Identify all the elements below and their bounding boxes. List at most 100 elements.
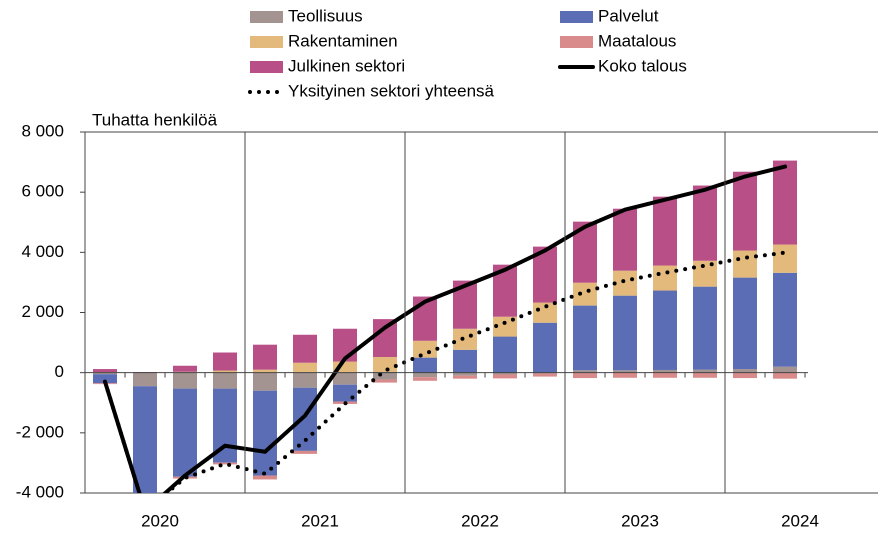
bar-segment bbox=[173, 372, 197, 389]
legend-label: Palvelut bbox=[598, 6, 659, 25]
bar-segment bbox=[453, 349, 477, 373]
bar-segment bbox=[173, 365, 197, 372]
bar-segment bbox=[373, 372, 397, 380]
legend-swatch bbox=[250, 36, 283, 48]
y-tick-label: -4 000 bbox=[16, 482, 64, 501]
y-tick-label: -2 000 bbox=[16, 422, 64, 441]
bar-segment bbox=[453, 372, 477, 376]
bar-segment bbox=[373, 319, 397, 358]
bar-segment bbox=[693, 286, 717, 370]
y-tick-label: 6 000 bbox=[21, 182, 64, 201]
bar-segment bbox=[333, 361, 357, 373]
x-tick-label: 2023 bbox=[621, 511, 659, 530]
bar-segment bbox=[213, 372, 237, 389]
line-series bbox=[103, 164, 787, 493]
y-tick-label: 0 bbox=[55, 362, 64, 381]
legend-label: Koko talous bbox=[598, 56, 687, 75]
bar-segment bbox=[413, 377, 437, 381]
legend-swatch bbox=[560, 36, 593, 48]
y-tick-label: 2 000 bbox=[21, 302, 64, 321]
bar-segment bbox=[533, 322, 557, 373]
bar-segment bbox=[773, 272, 797, 367]
bar-segment bbox=[613, 270, 637, 296]
bar-segment bbox=[733, 372, 757, 379]
bar-segment bbox=[773, 372, 797, 379]
bar-segment bbox=[733, 277, 757, 370]
plot-frame bbox=[84, 131, 878, 494]
bar-segment bbox=[613, 372, 637, 378]
bar-segment bbox=[213, 462, 237, 465]
line-series bbox=[103, 250, 787, 493]
bar-segment bbox=[773, 366, 797, 373]
bar-segment bbox=[653, 265, 677, 291]
y-tick-label: 8 000 bbox=[21, 121, 64, 140]
bar-segment bbox=[533, 302, 557, 323]
bar-segment bbox=[293, 334, 317, 363]
legend-label: Yksityinen sektori yhteensä bbox=[288, 81, 495, 100]
bar-segment bbox=[733, 369, 757, 373]
bar-segment bbox=[573, 372, 597, 379]
bar-segment bbox=[573, 282, 597, 306]
bar-segment bbox=[253, 475, 277, 480]
bar-segment bbox=[213, 352, 237, 371]
bar-segment bbox=[573, 305, 597, 371]
legend-label: Rakentaminen bbox=[288, 31, 398, 50]
legend-swatch bbox=[560, 11, 593, 23]
bar-segment bbox=[693, 369, 717, 373]
bar-segment bbox=[733, 171, 757, 251]
bar-segment bbox=[653, 196, 677, 266]
bar-segment bbox=[693, 185, 717, 261]
bar-segment bbox=[733, 250, 757, 278]
bar-segment bbox=[293, 372, 317, 388]
bar-segment bbox=[653, 290, 677, 370]
bar-segment bbox=[293, 362, 317, 373]
bar-segment bbox=[253, 344, 277, 370]
bar-segment bbox=[493, 372, 517, 375]
bar-segment bbox=[493, 374, 517, 379]
legend-label: Teollisuus bbox=[288, 6, 363, 25]
bar-segment bbox=[413, 340, 437, 358]
bar-segment bbox=[293, 450, 317, 454]
x-tick-label: 2022 bbox=[461, 511, 499, 530]
bar-segment bbox=[93, 372, 117, 375]
bar-segment bbox=[173, 388, 197, 477]
legend-label: Maatalous bbox=[598, 31, 676, 50]
bar-segment bbox=[373, 379, 397, 383]
bar-segment bbox=[533, 373, 557, 377]
bar-segment bbox=[493, 336, 517, 373]
bar-segment bbox=[773, 244, 797, 273]
bar-segment bbox=[253, 372, 277, 391]
bar-segment bbox=[453, 328, 477, 350]
bar-segment bbox=[453, 375, 477, 379]
bar-segment bbox=[333, 372, 357, 385]
bar-segment bbox=[413, 357, 437, 373]
bar-segment bbox=[413, 372, 437, 378]
x-tick-label: 2024 bbox=[781, 511, 819, 530]
bar-segment bbox=[213, 370, 237, 373]
legend-swatch bbox=[250, 11, 283, 23]
bar-segment bbox=[653, 369, 677, 373]
bar-segment bbox=[373, 357, 397, 373]
bar-segment bbox=[133, 372, 157, 387]
bar-segment bbox=[253, 390, 277, 476]
bar-segment bbox=[613, 295, 637, 371]
y-axis-label: Tuhatta henkilöä bbox=[92, 110, 218, 129]
x-tick-label: 2021 bbox=[301, 511, 339, 530]
bar-segment bbox=[93, 369, 117, 373]
bar-segment bbox=[493, 316, 517, 337]
bar-segment bbox=[253, 369, 277, 373]
legend-swatch bbox=[250, 61, 283, 73]
legend-label: Julkinen sektori bbox=[288, 56, 405, 75]
bar-segment bbox=[133, 386, 157, 493]
plot-marks bbox=[93, 160, 797, 493]
y-tick-label: 4 000 bbox=[21, 242, 64, 261]
bar-segment bbox=[93, 374, 117, 384]
bar-segment bbox=[693, 372, 717, 378]
bar-segment bbox=[573, 370, 597, 373]
bar-segment bbox=[653, 372, 677, 378]
bar-segment bbox=[613, 370, 637, 373]
bar-segment bbox=[613, 208, 637, 271]
x-tick-label: 2020 bbox=[141, 511, 179, 530]
bar-segment bbox=[773, 160, 797, 245]
